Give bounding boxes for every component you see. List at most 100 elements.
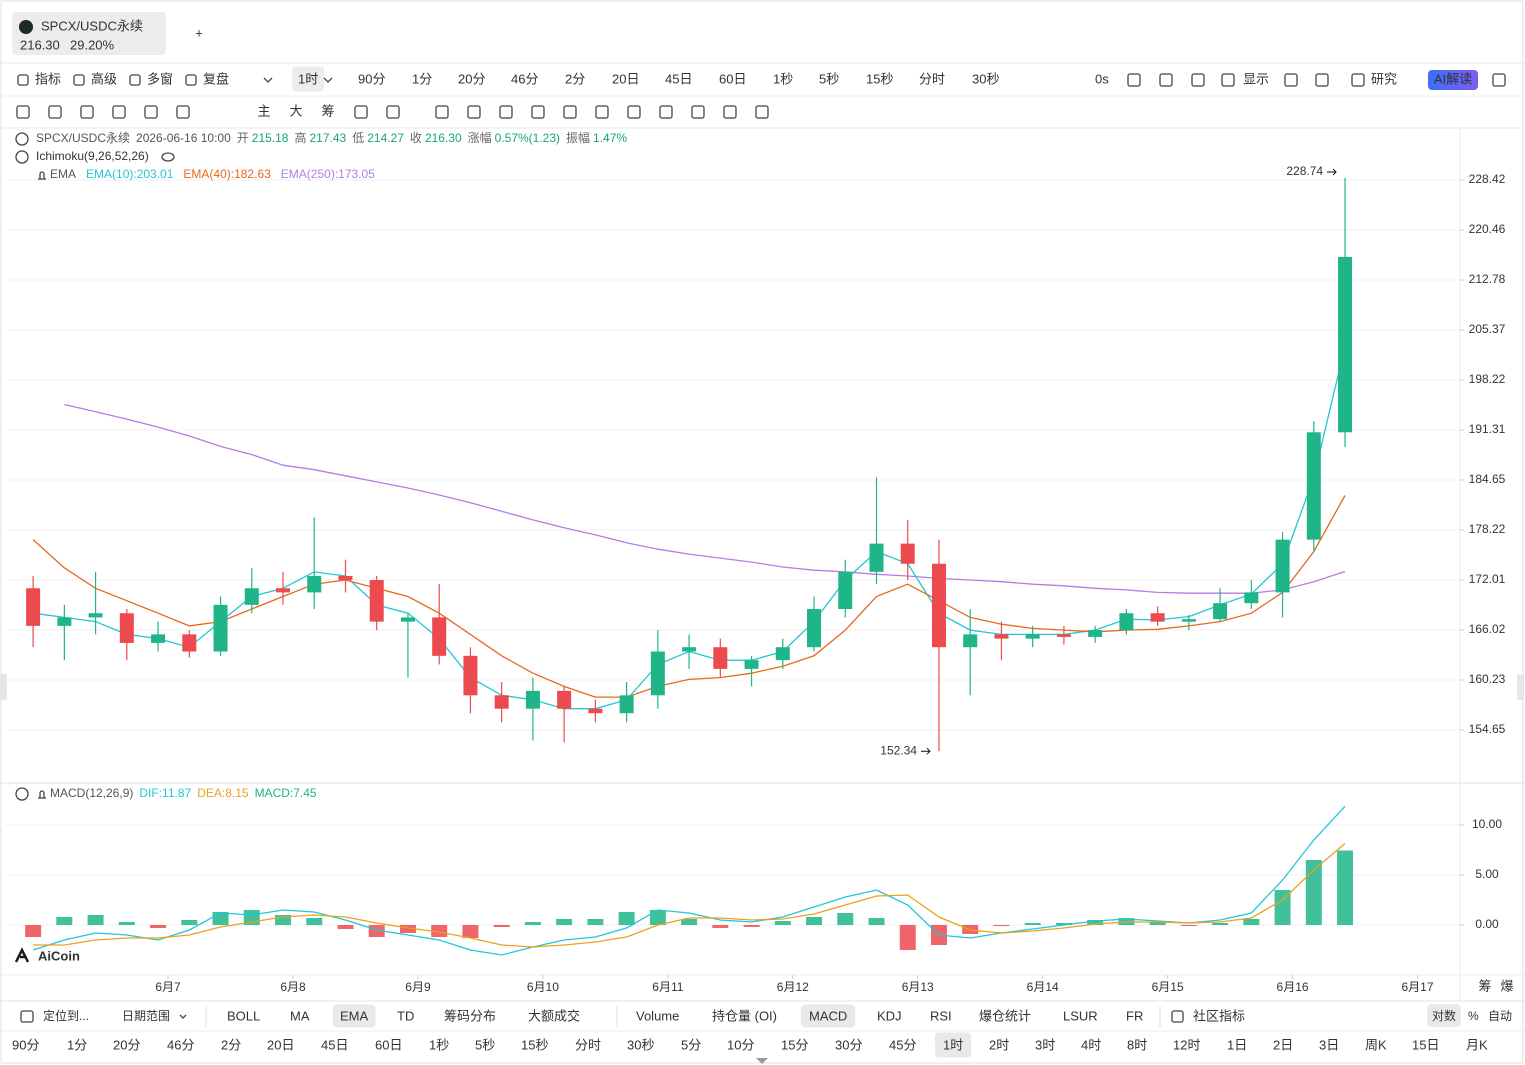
drawing-tool[interactable] [723, 105, 737, 119]
interval-button[interactable]: 45分 [889, 1037, 916, 1052]
tab[interactable] [12, 12, 166, 55]
scale-option[interactable]: % [1468, 1009, 1479, 1023]
drawing-tool[interactable] [595, 105, 609, 119]
toolbar-item[interactable]: 高级 [91, 71, 117, 86]
ai-button[interactable] [1428, 70, 1478, 90]
interval-button[interactable]: 10分 [727, 1037, 754, 1052]
interval-button[interactable]: 15日 [1412, 1037, 1439, 1052]
drawing-tool[interactable] [563, 105, 577, 119]
interval-button[interactable]: 2时 [989, 1037, 1009, 1052]
toolbar-icon[interactable] [1492, 73, 1506, 87]
interval-button[interactable]: 12时 [1173, 1037, 1200, 1052]
toolbar-icon[interactable] [1351, 73, 1365, 87]
interval-option[interactable]: 15秒 [866, 71, 893, 86]
drawing-tool[interactable] [176, 105, 190, 119]
sub-indicator[interactable]: MACD [809, 1008, 847, 1023]
sub-indicator[interactable]: 社区指标 [1193, 1008, 1245, 1023]
axis-corner[interactable]: 筹 [1478, 978, 1491, 993]
interval-option[interactable]: 2分 [565, 71, 585, 86]
interval-button[interactable]: 20日 [267, 1037, 294, 1052]
interval-button[interactable]: 15秒 [521, 1037, 548, 1052]
interval-active[interactable]: 1时 [298, 71, 318, 86]
interval-button[interactable]: 15分 [781, 1037, 808, 1052]
interval-button[interactable]: 分时 [575, 1037, 601, 1052]
drawing-tool[interactable] [755, 105, 769, 119]
interval-option[interactable]: 1秒 [773, 71, 793, 86]
interval-option[interactable]: 20日 [612, 71, 639, 86]
interval-button[interactable]: 4时 [1081, 1037, 1101, 1052]
toolbar-item[interactable]: 复盘 [203, 71, 229, 86]
toggle-icon[interactable] [15, 132, 29, 146]
interval-option[interactable]: 20分 [458, 71, 485, 86]
interval-option[interactable]: 45日 [665, 71, 692, 86]
drawing-tool[interactable] [467, 105, 481, 119]
drawing-tool[interactable] [531, 105, 545, 119]
interval-button[interactable]: 45日 [321, 1037, 348, 1052]
pane-handle[interactable] [0, 674, 7, 700]
toolbar-icon[interactable] [1284, 73, 1298, 87]
toolbar-icon[interactable] [1191, 73, 1205, 87]
sub-indicator[interactable]: 爆仓统计 [979, 1008, 1031, 1023]
interval-option[interactable]: 90分 [358, 71, 385, 86]
toolbar-icon[interactable] [1315, 73, 1329, 87]
interval-button[interactable]: 周K [1365, 1037, 1387, 1052]
interval-button[interactable]: 5分 [681, 1037, 701, 1052]
interval-button[interactable]: 20分 [113, 1037, 140, 1052]
interval-button[interactable]: 90分 [12, 1037, 39, 1052]
interval-button[interactable]: 1时 [943, 1037, 963, 1052]
interval-button[interactable]: 3时 [1035, 1037, 1055, 1052]
toolbar-icon[interactable] [1159, 73, 1173, 87]
interval-button[interactable]: 5秒 [475, 1037, 495, 1052]
interval-button[interactable]: 3日 [1319, 1037, 1339, 1052]
interval-button[interactable]: 月K [1466, 1037, 1488, 1052]
toolbar-action[interactable]: 0s [1095, 71, 1109, 86]
drawing-tool[interactable] [386, 105, 400, 119]
main-indicator[interactable]: 筹码分布 [444, 1008, 496, 1023]
sub-indicator[interactable]: KDJ [877, 1008, 902, 1023]
interval-option[interactable]: 46分 [511, 71, 538, 86]
sub-indicator[interactable]: RSI [930, 1008, 952, 1023]
drawing-tool[interactable] [112, 105, 126, 119]
collapse-caret[interactable] [756, 1058, 768, 1064]
pane-handle[interactable] [1517, 674, 1524, 700]
interval-option[interactable]: 1分 [412, 71, 432, 86]
drawing-tool[interactable] [691, 105, 705, 119]
tab-symbol[interactable]: SPCX/USDC永续 [41, 18, 143, 33]
interval-button[interactable]: 60日 [375, 1037, 402, 1052]
drawing-tool[interactable] [80, 105, 94, 119]
interval-button[interactable]: 30秒 [627, 1037, 654, 1052]
interval-option[interactable]: 30秒 [972, 71, 999, 86]
drawing-tool[interactable] [499, 105, 513, 119]
scale-option[interactable]: 对数 [1432, 1008, 1456, 1023]
main-indicator[interactable]: BOLL [227, 1008, 260, 1023]
drawing-tool[interactable]: 主 [257, 103, 270, 118]
interval-option[interactable]: 5秒 [819, 71, 839, 86]
interval-button[interactable]: 46分 [167, 1037, 194, 1052]
interval-button[interactable]: 2日 [1273, 1037, 1293, 1052]
interval-button[interactable]: 2分 [221, 1037, 241, 1052]
sub-indicator[interactable]: FR [1126, 1008, 1143, 1023]
interval-button[interactable]: 1秒 [429, 1037, 449, 1052]
sub-indicator[interactable]: Volume [636, 1008, 679, 1023]
toolbar-icon[interactable] [1127, 73, 1141, 87]
toolbar-action[interactable]: 显示 [1243, 71, 1269, 86]
axis-corner[interactable]: 爆 [1500, 978, 1513, 993]
sub-indicator[interactable]: LSUR [1063, 1008, 1098, 1023]
drawing-tool[interactable] [627, 105, 641, 119]
drawing-tool[interactable] [144, 105, 158, 119]
interval-button[interactable]: 1分 [67, 1037, 87, 1052]
bar-button[interactable]: 日期范围 [122, 1009, 170, 1023]
toggle-icon[interactable] [15, 787, 29, 801]
main-indicator[interactable]: 大额成交 [528, 1008, 580, 1023]
drawing-tool[interactable] [16, 105, 30, 119]
scale-option[interactable]: 自动 [1488, 1009, 1512, 1023]
drawing-tool[interactable] [354, 105, 368, 119]
main-indicator[interactable]: EMA [340, 1008, 369, 1023]
interval-option[interactable]: 分时 [919, 71, 945, 86]
interval-button[interactable]: 30分 [835, 1037, 862, 1052]
ai-label[interactable]: AI解读 [1434, 71, 1472, 86]
toggle-icon[interactable] [15, 150, 29, 164]
drawing-tool[interactable] [659, 105, 673, 119]
interval-button[interactable]: 8时 [1127, 1037, 1147, 1052]
toolbar-icon[interactable] [1221, 73, 1235, 87]
